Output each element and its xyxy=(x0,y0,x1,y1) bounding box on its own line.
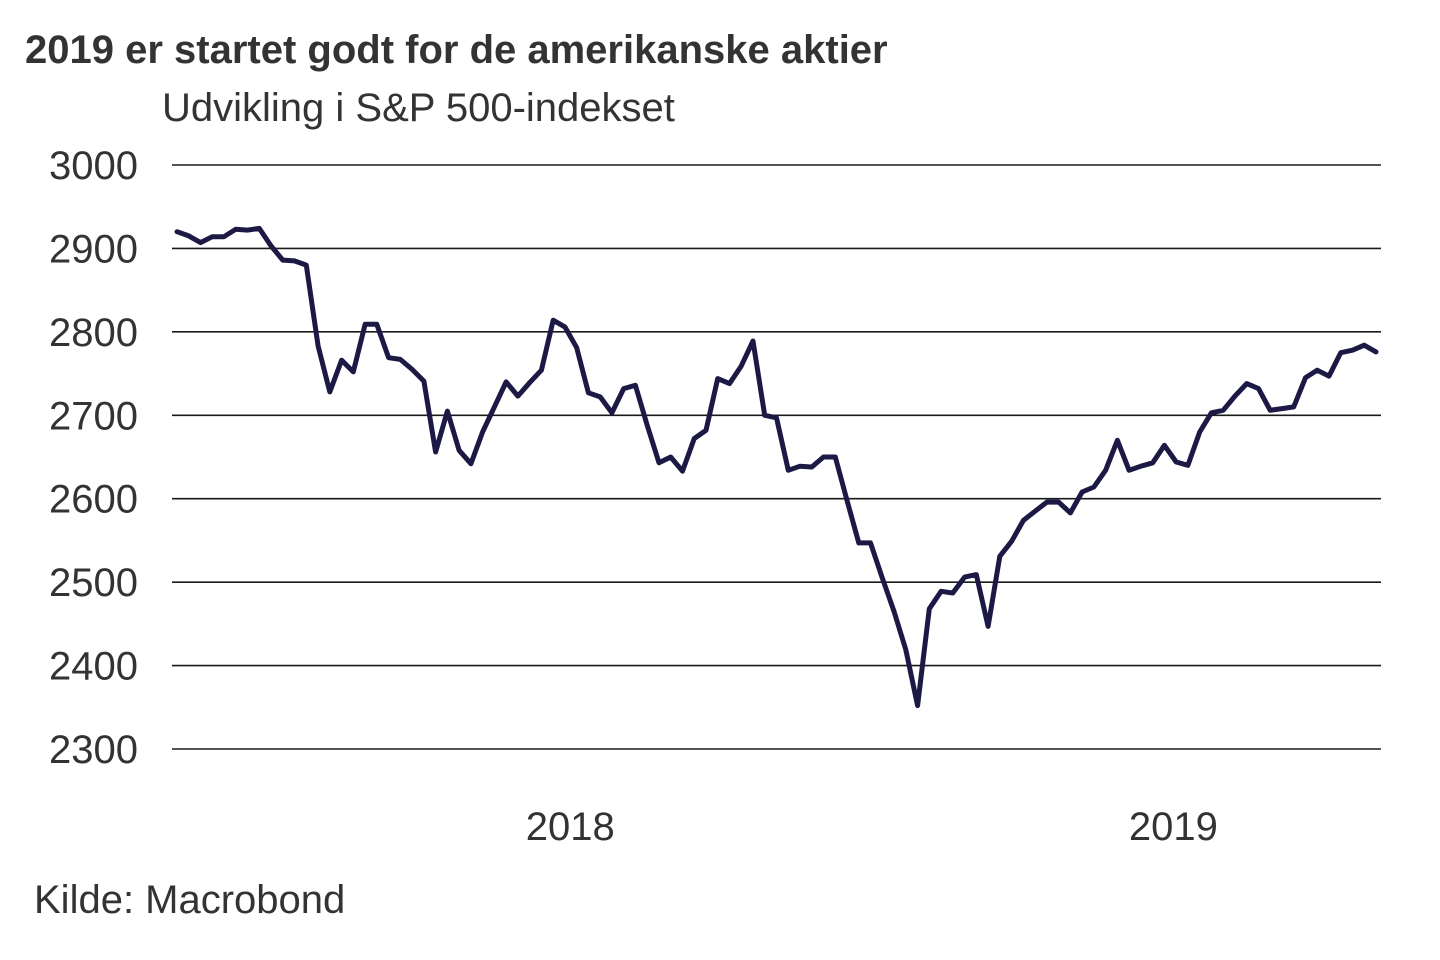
x-tick-label: 2019 xyxy=(1129,805,1218,849)
chart-title: 2019 er startet godt for de amerikanske … xyxy=(25,28,888,72)
gridlines xyxy=(172,164,1381,750)
chart-subtitle: Udvikling i S&P 500-indekset xyxy=(162,86,675,130)
y-tick-label: 2900 xyxy=(49,227,138,271)
series-lines xyxy=(174,225,1379,709)
y-tick-label: 2300 xyxy=(49,728,138,772)
y-tick-label: 3000 xyxy=(49,144,138,188)
y-tick-label: 2800 xyxy=(49,311,138,355)
y-tick-label: 2400 xyxy=(49,645,138,689)
source-note: Kilde: Macrobond xyxy=(34,878,346,922)
y-tick-label: 2600 xyxy=(49,478,138,522)
y-axis-tick-labels: 3000 2900 2800 2700 2600 2500 2400 2300 xyxy=(49,144,138,772)
series-line-sp500 xyxy=(174,225,1379,709)
y-tick-label: 2700 xyxy=(49,394,138,438)
x-tick-label: 2018 xyxy=(526,805,615,849)
y-tick-label: 2500 xyxy=(49,561,138,605)
x-axis-tick-labels: 2018 2019 xyxy=(526,805,1218,849)
